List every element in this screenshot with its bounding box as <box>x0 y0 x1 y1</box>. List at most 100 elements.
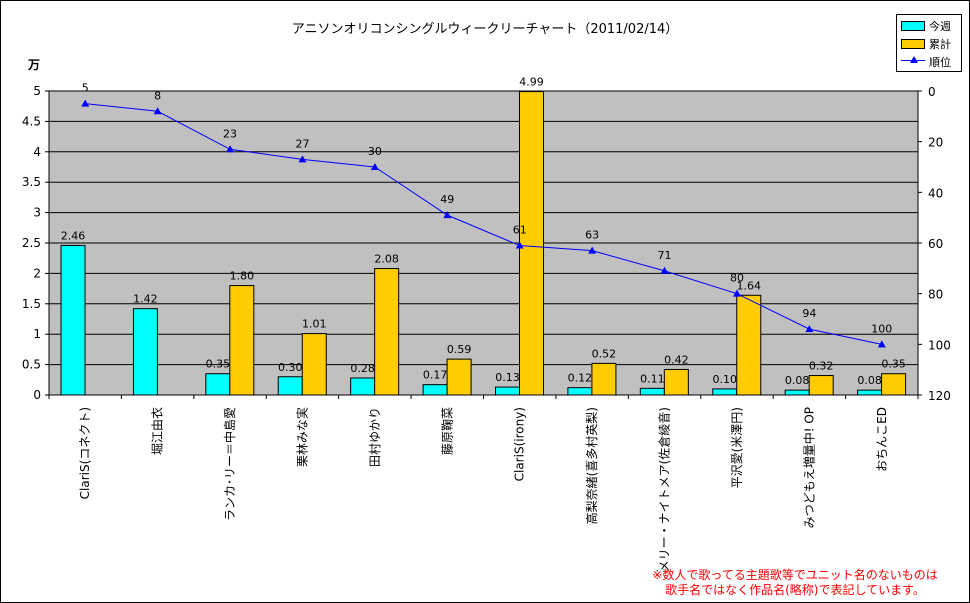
rank-label: 63 <box>585 229 599 242</box>
rank-line <box>85 103 882 345</box>
bar-label-cumulative: 1.64 <box>737 279 762 292</box>
bar-label-cumulative: 0.32 <box>809 360 834 373</box>
bar-label-this-week: 1.42 <box>133 293 158 306</box>
y-right-tick-label: 0 <box>928 85 936 99</box>
y-right-tick-label: 120 <box>928 389 951 403</box>
legend-item-this-week: 今週 <box>901 17 959 33</box>
legend-label-rank: 順位 <box>929 56 951 69</box>
bar-label-this-week: 0.11 <box>640 372 665 385</box>
bar-label-this-week: 0.35 <box>206 358 231 371</box>
y-right-tick-label: 20 <box>928 136 943 150</box>
rank-point <box>226 145 235 153</box>
x-tick-label: メリー・ナイトメア(佐倉綾音) <box>657 407 672 572</box>
x-tick-label: 堀江由衣 <box>150 407 165 455</box>
y-left-tick-label: 3 <box>33 206 41 220</box>
legend: 今週 累計 順位 <box>896 14 962 72</box>
bar-this-week <box>495 386 520 396</box>
y-left-tick-label: 2.5 <box>22 236 41 250</box>
bar-label-cumulative: 0.59 <box>447 343 472 356</box>
rank-label: 100 <box>871 322 892 335</box>
rank-point <box>588 246 597 254</box>
x-tick-label: 平沢愛(米澤円) <box>730 407 744 488</box>
bar-label-cumulative: 2.08 <box>374 253 399 266</box>
rank-point <box>443 211 452 219</box>
rank-label: 27 <box>295 137 309 150</box>
bar-this-week <box>205 373 231 396</box>
bar-label-cumulative: 0.52 <box>592 347 617 360</box>
rank-point <box>877 340 886 348</box>
rank-point <box>370 163 379 170</box>
bar-cumulative <box>881 373 907 396</box>
y-left-tick-label: 4 <box>33 145 41 159</box>
rank-label: 49 <box>440 193 454 206</box>
bar-cumulative <box>374 268 400 396</box>
bar-this-week <box>784 389 810 396</box>
bar-this-week <box>712 388 738 396</box>
y-right-tick-label: 40 <box>928 186 943 200</box>
chart-title: アニソンオリコンシングルウィークリーチャート（2011/02/14） <box>291 22 679 37</box>
legend-item-rank: 順位 <box>901 53 959 69</box>
rank-point <box>732 289 741 297</box>
rank-label: 5 <box>82 82 89 95</box>
bar-label-this-week: 0.08 <box>785 374 810 387</box>
x-tick-label: ClariS(コネクト) <box>78 407 92 499</box>
rank-label: 30 <box>368 145 382 158</box>
rank-point <box>515 241 524 249</box>
bar-cumulative <box>663 368 689 396</box>
x-tick-label: おちんこED <box>875 407 889 472</box>
rank-label: 8 <box>154 89 161 102</box>
y-left-tick-label: 5 <box>33 84 41 98</box>
y-right-tick-label: 60 <box>928 237 943 251</box>
bar-this-week <box>277 376 303 396</box>
rank-point <box>298 155 307 163</box>
legend-swatch-this-week <box>901 21 925 31</box>
bar-label-cumulative: 1.01 <box>302 318 327 331</box>
bar-label-cumulative: 1.80 <box>230 270 255 283</box>
rank-label: 80 <box>730 272 744 285</box>
y-left-tick-label: 4.5 <box>22 114 41 128</box>
y-left-tick-label: 0 <box>33 388 41 402</box>
bar-label-this-week: 0.08 <box>857 374 882 387</box>
rank-label: 94 <box>802 307 816 320</box>
bar-cumulative <box>229 285 255 396</box>
rank-label: 71 <box>658 249 672 262</box>
x-tick-label: 藤原鞠菜 <box>440 407 454 455</box>
y-right-tick-label: 100 <box>928 338 951 352</box>
footnote: ※数人で歌ってる主題歌等でユニット名のないものは 歌手名ではなく作品名(略称)で… <box>640 568 950 598</box>
bar-cumulative <box>591 362 617 396</box>
y-left-tick-label: 2 <box>33 266 41 280</box>
bar-label-this-week: 0.12 <box>568 372 593 385</box>
y-axis-unit: 万 <box>28 58 41 72</box>
bar-label-this-week: 0.13 <box>495 371 520 384</box>
bar-cumulative <box>519 91 544 396</box>
bar-cumulative <box>301 333 327 396</box>
x-tick-label: 田村ゆかり <box>368 407 382 467</box>
x-tick-label: ランカ･リー＝中島愛 <box>222 407 237 521</box>
rank-point <box>805 325 814 333</box>
rank-label: 23 <box>223 127 237 140</box>
bar-label-this-week: 0.30 <box>278 361 303 374</box>
bar-cumulative <box>736 294 762 396</box>
legend-swatch-cumulative <box>901 39 925 49</box>
rank-point <box>153 107 162 115</box>
bar-label-cumulative: 0.42 <box>664 353 689 366</box>
bar-cumulative <box>808 375 834 396</box>
x-tick-label: ClariS(irony) <box>513 407 527 481</box>
y-right-tick-label: 80 <box>928 288 943 302</box>
bar-this-week <box>132 308 158 396</box>
y-left-tick-label: 1.5 <box>22 297 41 311</box>
bar-label-this-week: 0.10 <box>713 373 738 386</box>
x-tick-label: 栗林みな実 <box>294 407 309 467</box>
rank-point <box>81 99 90 107</box>
bar-label-cumulative: 4.99 <box>519 76 544 89</box>
footnote-line-2: 歌手名ではなく作品名(略称)で表記しています。 <box>665 583 925 597</box>
y-left-tick-label: 1 <box>33 327 41 341</box>
bar-label-cumulative: 0.35 <box>881 358 906 371</box>
x-tick-label: みつどもえ増量中! OP <box>801 407 816 528</box>
x-tick-label: 高梨奈緒(喜多村英梨) <box>584 407 599 524</box>
bar-label-this-week: 0.28 <box>350 362 375 375</box>
y-left-tick-label: 3.5 <box>22 175 41 189</box>
footnote-line-1: ※数人で歌ってる主題歌等でユニット名のないものは <box>652 568 938 582</box>
rank-point <box>660 266 669 274</box>
